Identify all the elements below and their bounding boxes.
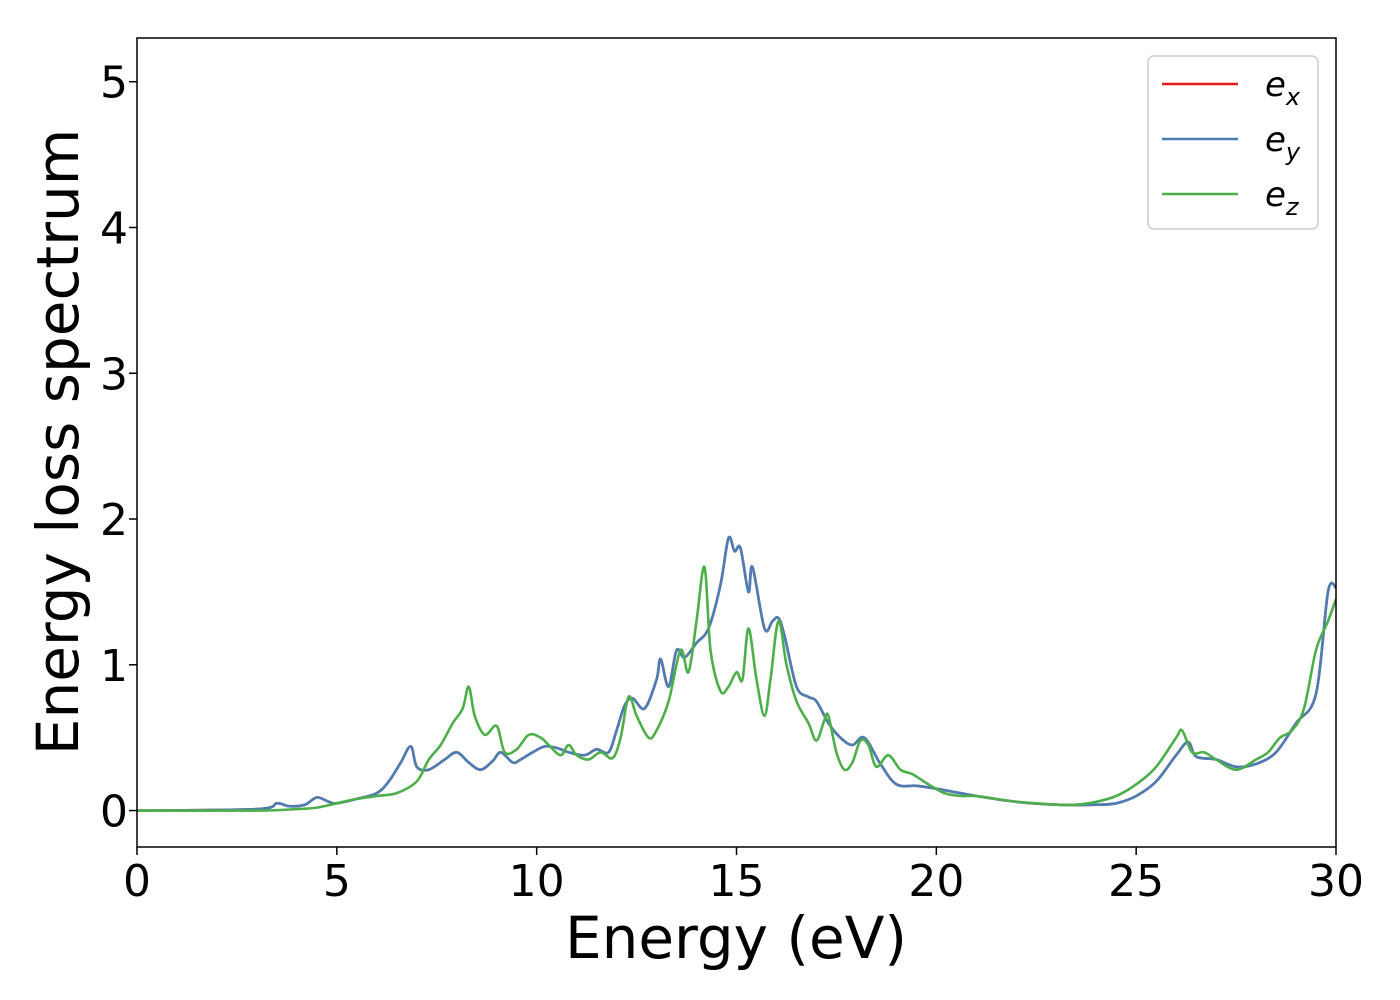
x-tick-label: 15: [709, 856, 765, 907]
series-line-z: [137, 565, 1336, 812]
x-tick-label: 20: [908, 856, 964, 907]
x-tick-label: 5: [323, 856, 351, 907]
x-axis-title: Energy (eV): [565, 904, 907, 972]
x-tick-label: 25: [1108, 856, 1164, 907]
legend-frame: [1147, 55, 1319, 230]
x-tick-label: 0: [123, 856, 151, 907]
y-tick-label: 5: [100, 58, 128, 109]
legend-label-y: ey: [1265, 120, 1301, 166]
x-tick-label: 10: [509, 856, 565, 907]
y-tick-label: 3: [100, 349, 128, 400]
y-tick-label: 0: [100, 787, 128, 838]
x-axis: 0 5 10 15 20 25 30: [123, 847, 1364, 907]
y-tick-label: 2: [100, 495, 128, 546]
y-axis-title: Energy loss spectrum: [24, 129, 92, 755]
y-tick-label: 1: [100, 641, 128, 692]
y-axis: 0 1 2 3 4 5: [100, 58, 137, 838]
x-tick-label: 30: [1308, 856, 1364, 907]
legend-label-x: ex: [1265, 65, 1301, 111]
series-layer: [137, 535, 1336, 812]
series-line-y: [137, 535, 1336, 812]
y-tick-label: 4: [100, 203, 128, 254]
